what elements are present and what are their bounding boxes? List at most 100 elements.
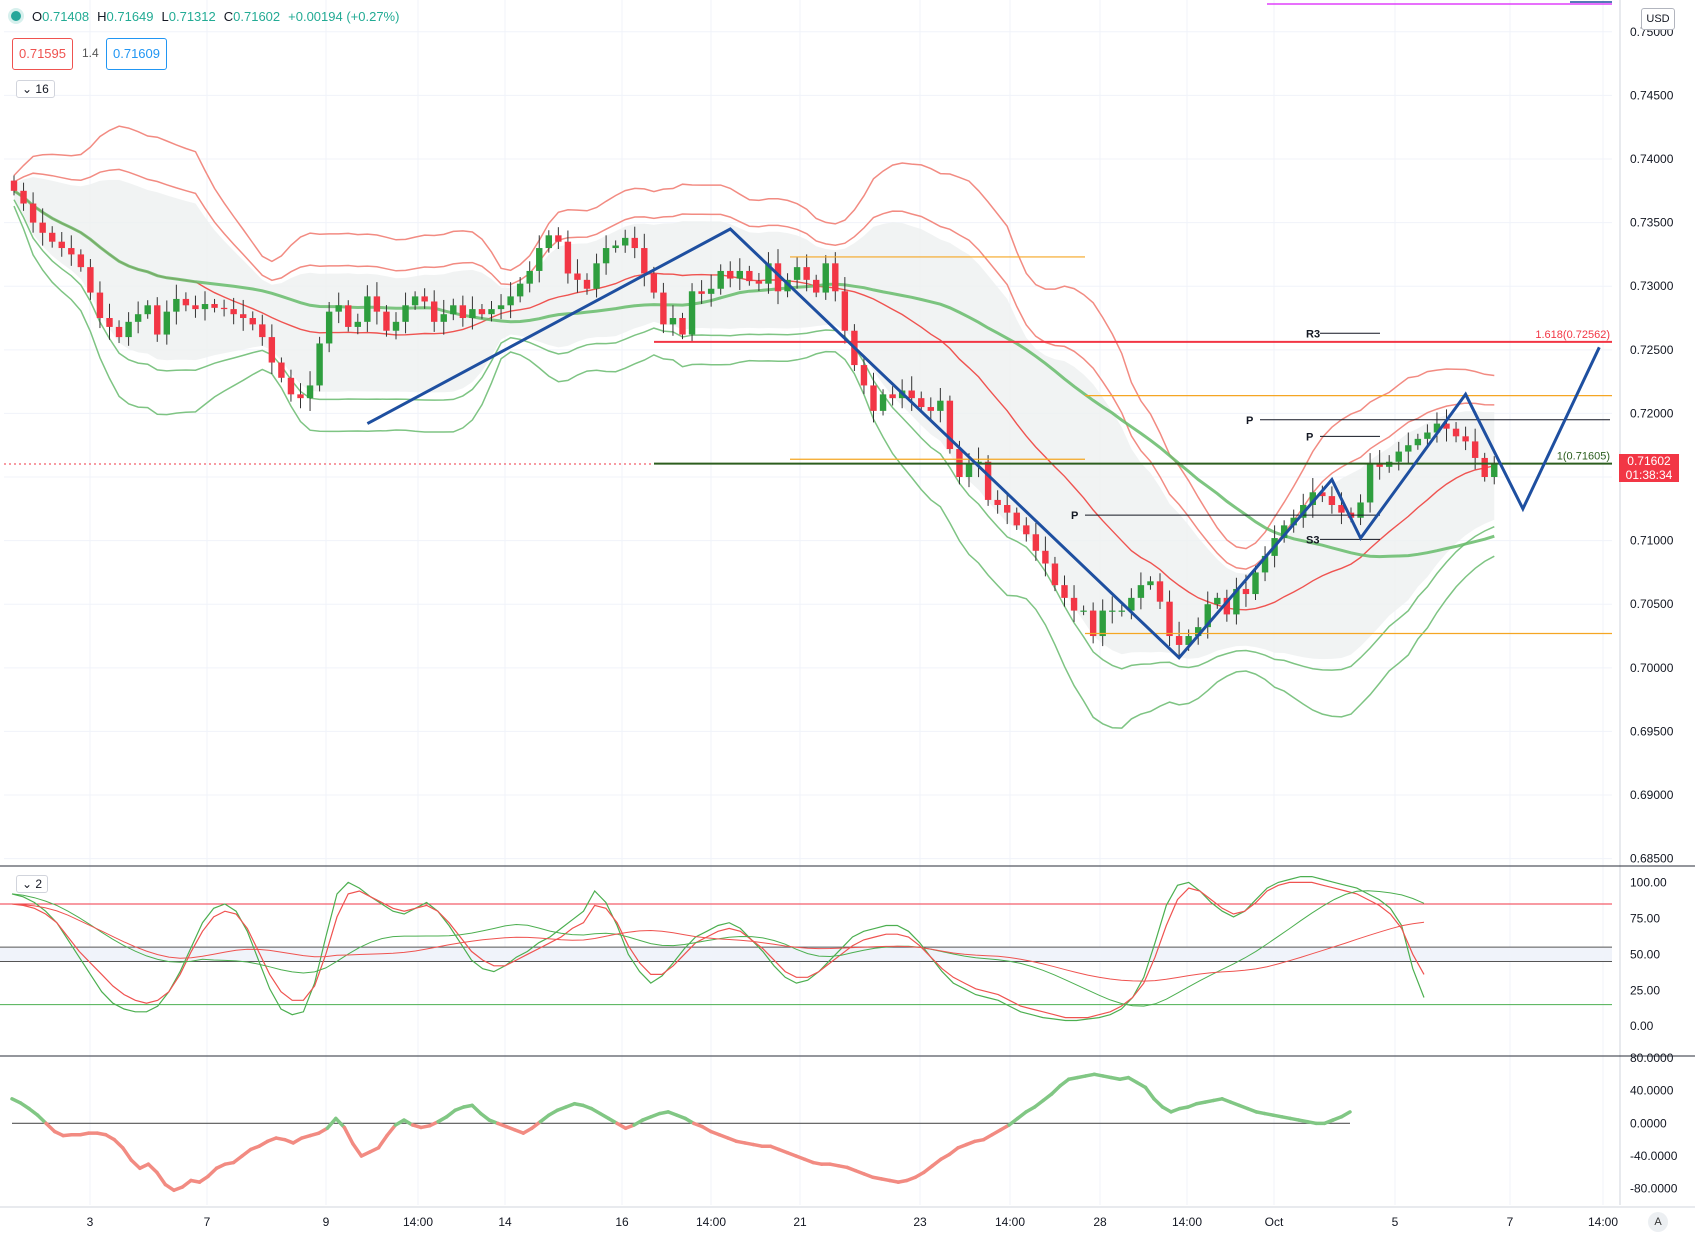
candle-body bbox=[1004, 505, 1011, 513]
candle-body bbox=[1013, 512, 1020, 526]
y-tick-label: 0.73000 bbox=[1630, 279, 1674, 293]
candle-body bbox=[278, 362, 285, 378]
currency-button[interactable]: USD bbox=[1641, 8, 1675, 30]
upper-band-outer bbox=[13, 125, 1495, 550]
osc-segment bbox=[44, 1121, 57, 1134]
indicator-toggle-pane[interactable]: ⌄ 2 bbox=[16, 875, 49, 893]
candle-body bbox=[87, 267, 94, 293]
candle-body bbox=[1185, 636, 1192, 645]
candle-body bbox=[717, 270, 724, 289]
y-tick-label: 0.69500 bbox=[1630, 724, 1674, 738]
candle-body bbox=[287, 377, 295, 395]
osc-segment bbox=[530, 1119, 543, 1130]
candle-body bbox=[755, 281, 763, 284]
pivot-label: S3 bbox=[1306, 534, 1319, 546]
candle-body bbox=[1204, 604, 1211, 628]
osc-segment bbox=[112, 1137, 125, 1150]
candle-body bbox=[383, 311, 390, 331]
candle-body bbox=[1242, 588, 1250, 595]
candle-body bbox=[1195, 627, 1202, 637]
osc-segment bbox=[146, 1162, 159, 1175]
ohlc-legend: O0.71408 H0.71649 L0.71312 C0.71602 +0.0… bbox=[8, 8, 399, 24]
candle-body bbox=[612, 245, 619, 249]
candle-body bbox=[918, 398, 925, 408]
low-value: 0.71312 bbox=[168, 8, 216, 24]
buy-button[interactable]: 0.71609 bbox=[106, 38, 167, 70]
candle-body bbox=[1471, 441, 1479, 458]
pivot-label: R3 bbox=[1306, 328, 1320, 340]
candle-body bbox=[1137, 585, 1145, 598]
auto-scale-button[interactable]: A bbox=[1648, 1212, 1668, 1232]
candle-body bbox=[335, 305, 342, 312]
candle-body bbox=[641, 248, 648, 274]
candle-body bbox=[1233, 588, 1240, 615]
candle-body bbox=[325, 311, 333, 344]
candle-body bbox=[392, 321, 400, 331]
candle-body bbox=[364, 296, 371, 322]
candle-body bbox=[306, 385, 314, 399]
osc-segment bbox=[27, 1106, 40, 1117]
candle-body bbox=[297, 394, 304, 399]
x-tick-label: 21 bbox=[793, 1215, 807, 1229]
candle-body bbox=[1319, 492, 1326, 497]
stoch-k-line bbox=[11, 876, 1425, 1022]
last-price-tag: 0.71602 01:38:34 bbox=[1619, 454, 1679, 483]
candle-body bbox=[115, 326, 123, 338]
candle-body bbox=[688, 291, 696, 335]
candle-body bbox=[154, 305, 161, 335]
stoch-d-line bbox=[11, 881, 1425, 1019]
ma-fast-line bbox=[13, 190, 1495, 611]
open-value: 0.71408 bbox=[42, 8, 90, 24]
candle-body bbox=[650, 273, 658, 293]
osc-segment bbox=[1058, 1077, 1071, 1088]
osc-segment bbox=[35, 1113, 48, 1126]
candle-body bbox=[1366, 464, 1374, 503]
candle-body bbox=[927, 407, 934, 411]
indicator-count: 16 bbox=[35, 82, 49, 96]
candle-body bbox=[1328, 496, 1336, 506]
candle-body bbox=[249, 318, 256, 325]
candle-body bbox=[1433, 423, 1441, 433]
y-tick-label: 25.00 bbox=[1630, 983, 1660, 997]
y-tick-label: 0.74000 bbox=[1630, 152, 1674, 166]
fib-label: 1(0.71605) bbox=[1557, 451, 1610, 463]
open-label: O bbox=[32, 8, 43, 24]
band-fill bbox=[14, 177, 1495, 660]
indicator-toggle-main[interactable]: ⌄ 16 bbox=[16, 80, 55, 98]
candle-body bbox=[660, 292, 667, 325]
candle-body bbox=[832, 263, 839, 292]
spread-value: 1.4 bbox=[82, 46, 99, 60]
lower-band-outer bbox=[13, 205, 1495, 729]
candle-body bbox=[727, 270, 734, 279]
osc-segment bbox=[342, 1125, 355, 1146]
candle-body bbox=[937, 400, 944, 411]
candle-body bbox=[889, 394, 896, 399]
high-label: H bbox=[97, 8, 107, 24]
candle-body bbox=[1376, 464, 1383, 467]
candle-body bbox=[1424, 432, 1431, 439]
candle-body bbox=[908, 390, 915, 399]
x-tick-label: 16 bbox=[615, 1215, 629, 1229]
fib-label: 1.618(0.72562) bbox=[1535, 329, 1610, 341]
candle-body bbox=[1080, 610, 1087, 612]
candle-body bbox=[440, 314, 447, 322]
candle-body bbox=[536, 248, 543, 271]
sell-button[interactable]: 0.71595 bbox=[12, 38, 73, 70]
candle-body bbox=[201, 304, 209, 310]
candle-body bbox=[984, 461, 992, 500]
candle-body bbox=[182, 298, 190, 306]
x-tick-label: 3 bbox=[87, 1215, 94, 1229]
candle-body bbox=[564, 241, 572, 274]
candle-body bbox=[1405, 445, 1412, 452]
y-tick-label: 0.70500 bbox=[1630, 597, 1674, 611]
osc-segment bbox=[1015, 1110, 1028, 1121]
y-tick-label: 0.72500 bbox=[1630, 343, 1674, 357]
x-tick-label: 28 bbox=[1093, 1215, 1107, 1229]
candle-body bbox=[497, 305, 505, 310]
x-tick-label: 14 bbox=[498, 1215, 512, 1229]
candle-body bbox=[1070, 597, 1078, 611]
candle-body bbox=[1462, 436, 1469, 442]
candle-body bbox=[77, 254, 85, 268]
osc-segment bbox=[1152, 1097, 1165, 1109]
